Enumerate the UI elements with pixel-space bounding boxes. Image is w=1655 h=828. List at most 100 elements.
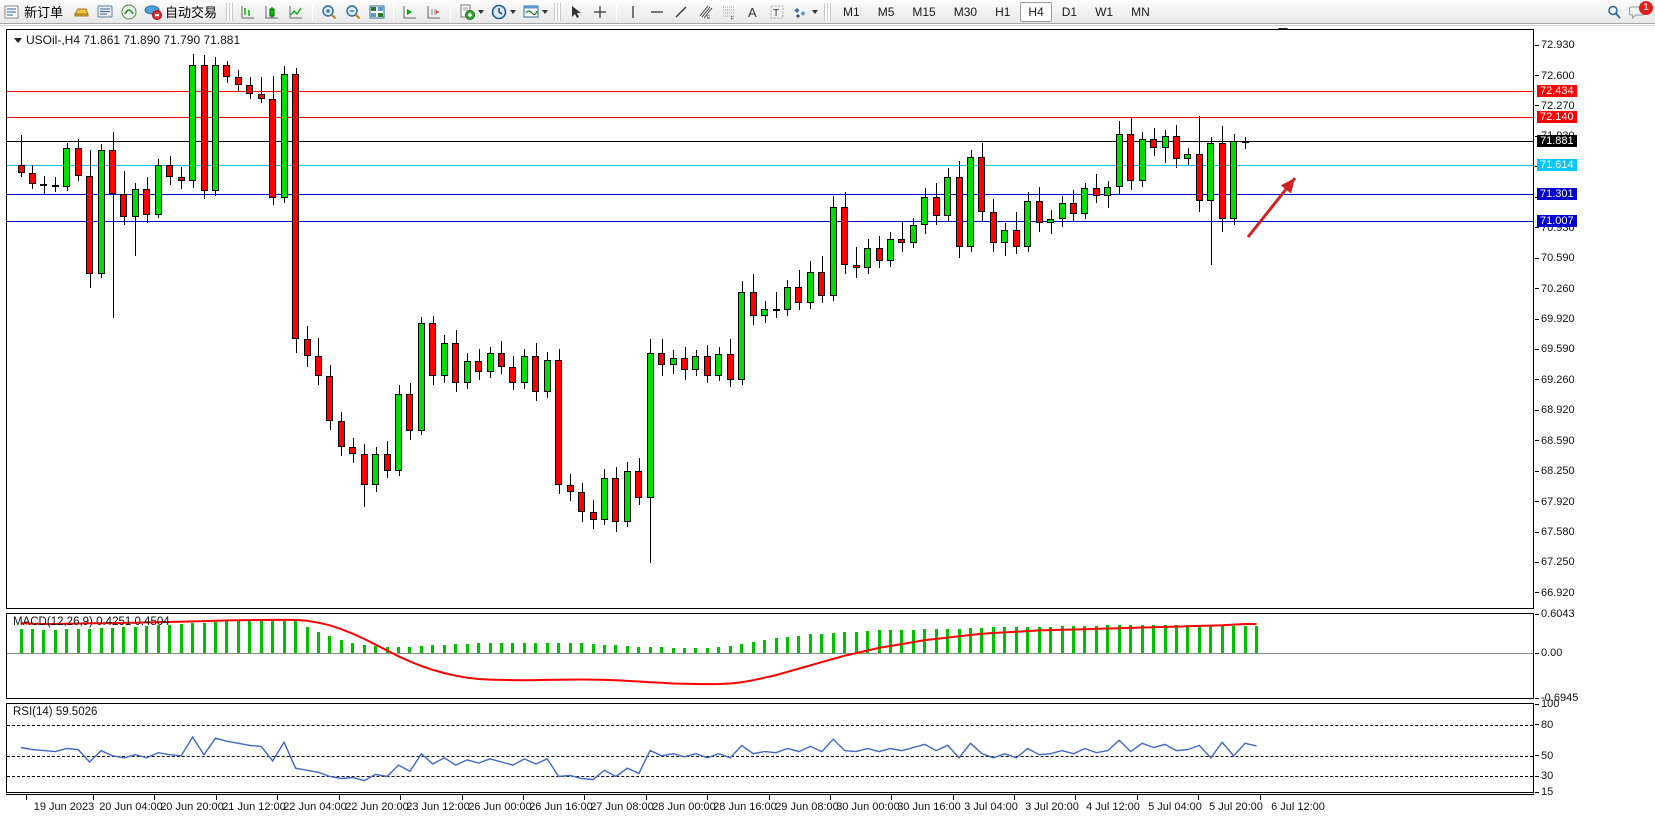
macd-tick: -0.6945 <box>1535 692 1578 704</box>
rsi-pane[interactable]: RSI(14) 59.5026 <box>6 703 1534 793</box>
search-button[interactable] <box>1602 1 1626 23</box>
resistance-line-2[interactable] <box>7 117 1533 119</box>
timeframe-button-mn[interactable]: MN <box>1131 4 1150 19</box>
timeframe-button-m5[interactable]: M5 <box>877 4 895 19</box>
text-label-button[interactable]: T <box>765 1 789 23</box>
terminal-button[interactable] <box>93 1 117 23</box>
current-price-label[interactable]: 71.881 <box>1537 134 1577 147</box>
symbol-caret-icon[interactable] <box>14 37 22 43</box>
candle-bullish <box>624 470 631 522</box>
macd-histogram-bar <box>489 643 492 654</box>
vertical-line-button[interactable] <box>621 1 645 23</box>
add-indicator-button[interactable] <box>455 1 487 23</box>
crosshair-button[interactable] <box>588 1 612 23</box>
chart-shift-button[interactable] <box>398 1 422 23</box>
pivot-line[interactable] <box>7 165 1533 167</box>
chart-shift-icon <box>403 5 417 18</box>
objects-caret-icon[interactable] <box>812 9 819 14</box>
new-order-button[interactable]: 新订单 <box>0 1 69 23</box>
add-indicator-caret-icon[interactable] <box>478 9 485 14</box>
timeframe-button-h1[interactable]: H1 <box>995 4 1011 19</box>
gold-bar-button[interactable] <box>69 1 93 23</box>
candle-wick <box>261 77 262 103</box>
price-scale[interactable]: 72.93072.60072.27071.93071.60071.26070.9… <box>1535 29 1649 798</box>
resistance-label-1[interactable]: 72.434 <box>1537 84 1577 97</box>
timeframe-button-m30[interactable]: M30 <box>953 4 978 19</box>
candle-bearish <box>1173 135 1180 160</box>
auto-trading-button[interactable]: 自动交易 <box>141 1 223 23</box>
trendline-button[interactable] <box>669 1 693 23</box>
macd-histogram-bar <box>866 631 869 654</box>
cursor-button[interactable] <box>564 1 588 23</box>
line-chart-button[interactable] <box>284 1 308 23</box>
macd-histogram-bar <box>191 623 194 654</box>
symbol-ohlc-text: USOil-,H4 71.861 71.890 71.790 71.881 <box>26 33 241 47</box>
templates-button[interactable] <box>519 1 551 23</box>
price-tick: 68.250 <box>1535 465 1575 477</box>
price-tick-label: 68.250 <box>1541 465 1575 478</box>
timeframe-button-m15[interactable]: M15 <box>912 4 936 19</box>
signal-button[interactable] <box>117 1 141 23</box>
current-price-line[interactable] <box>7 140 1533 142</box>
timeframe-button-d1[interactable]: D1 <box>1061 4 1078 19</box>
support-line-2[interactable] <box>7 220 1533 222</box>
equidistant-channel-button[interactable]: E <box>693 1 717 23</box>
candle-bearish <box>727 354 734 380</box>
macd-histogram-bar <box>649 647 652 654</box>
zoom-in-button[interactable] <box>317 1 341 23</box>
rsi-tick-label: 80 <box>1541 718 1554 731</box>
timeframe-button-w1[interactable]: W1 <box>1095 4 1114 19</box>
support-line-1[interactable] <box>7 193 1533 195</box>
toolbar-grip-2[interactable] <box>554 2 562 21</box>
time-tick <box>646 795 647 800</box>
horizontal-line-button[interactable] <box>645 1 669 23</box>
support-label-1[interactable]: 71.301 <box>1537 187 1577 200</box>
symbol-header: USOil-,H4 71.861 71.890 71.790 71.881 <box>14 33 240 47</box>
period-caret-icon[interactable] <box>510 9 517 14</box>
text-button[interactable]: A <box>741 1 765 23</box>
toolbar-grip-1[interactable] <box>226 2 234 21</box>
zoom-out-button[interactable] <box>341 1 365 23</box>
macd-pane[interactable]: MACD(12,26,9) 0.4251 0.4504 <box>6 613 1534 699</box>
macd-histogram-bar <box>500 643 503 654</box>
bar-chart-button[interactable] <box>236 1 260 23</box>
time-scale[interactable]: 19 Jun 2023 20 Jun 04:00 20 Jun 20:00 21 Ju… <box>6 794 1534 828</box>
auto-scroll-button[interactable] <box>422 1 446 23</box>
timeframe-button-m1[interactable]: M1 <box>843 4 860 19</box>
templates-icon <box>523 5 539 17</box>
candle-bearish <box>246 84 253 94</box>
macd-histogram-bar <box>477 643 480 654</box>
candle-bullish <box>921 197 928 225</box>
support-label-2[interactable]: 71.007 <box>1537 214 1577 227</box>
price-pane[interactable]: USOil-,H4 71.861 71.890 71.790 71.881 <box>6 29 1534 609</box>
objects-list-button[interactable] <box>789 1 821 23</box>
candle-wick <box>776 292 777 318</box>
time-tick-label: 27 Jun 08:00 <box>590 801 654 813</box>
candle-bearish <box>475 361 482 373</box>
macd-histogram-bar <box>54 629 57 654</box>
candle-bearish <box>52 184 59 188</box>
candle-bearish <box>166 164 173 178</box>
resistance-line-1[interactable] <box>7 90 1533 92</box>
notification-button[interactable]: 1 <box>1626 0 1655 23</box>
toolbar-grip-3[interactable] <box>824 2 832 21</box>
pivot-label[interactable]: 71.614 <box>1537 159 1577 172</box>
time-tick <box>154 795 155 800</box>
chart-grid-button[interactable] <box>365 1 389 23</box>
candle-bearish <box>1127 133 1134 182</box>
price-tick: 66.920 <box>1535 587 1575 599</box>
candle-bearish <box>223 65 230 78</box>
time-tick <box>216 795 217 800</box>
candle-bullish <box>98 150 105 274</box>
templates-caret-icon[interactable] <box>542 9 549 14</box>
resistance-label-2[interactable]: 72.140 <box>1537 111 1577 124</box>
period-button[interactable] <box>487 1 519 23</box>
candle-bearish <box>658 353 665 365</box>
time-tick-label: 6 Jul 12:00 <box>1271 801 1325 813</box>
fibonacci-button[interactable]: F <box>717 1 741 23</box>
timeframe-button-h4[interactable]: H4 <box>1020 1 1052 22</box>
macd-histogram-bar <box>1003 627 1006 654</box>
candlestick-chart-button[interactable] <box>260 1 284 23</box>
candle-bearish <box>1219 142 1226 220</box>
new-order-label: 新订单 <box>24 5 64 20</box>
